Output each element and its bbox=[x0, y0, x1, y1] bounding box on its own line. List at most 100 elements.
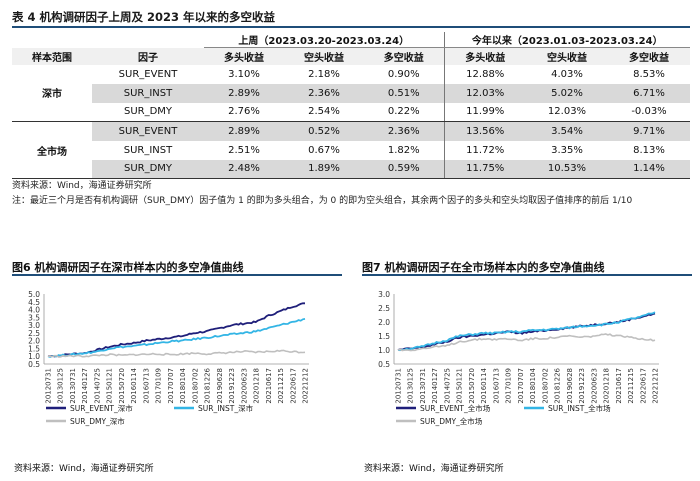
value-cell: 2.89% bbox=[204, 83, 284, 103]
series-line bbox=[48, 349, 306, 358]
table-title: 表 4 机构调研因子上周及 2023 年以来的多空收益 bbox=[12, 6, 690, 28]
returns-table: 上周（2023.03.20-2023.03.24） 今年以来（2023.01.0… bbox=[12, 32, 691, 179]
x-tick-label: 20190628 bbox=[216, 368, 224, 404]
value-cell: 11.72% bbox=[443, 140, 526, 160]
table-footnote: 注：最近三个月是否有机构调研（SUR_DMY）因子值为 1 的即为多头组合，为 … bbox=[12, 196, 633, 206]
figure-7-chart: 3.0 2.5 2.0 1.5 1.0 0.5 20120731 20130125 201307… bbox=[378, 290, 659, 426]
value-cell: 12.88% bbox=[443, 64, 526, 84]
value-cell: 2.48% bbox=[204, 159, 284, 179]
x-tick-label: 20150720 bbox=[118, 368, 126, 404]
factor-cell: SUR_EVENT bbox=[118, 68, 178, 80]
value-cell: 12.03% bbox=[443, 83, 526, 103]
value-cell: 2.51% bbox=[228, 144, 260, 156]
value-cell: 0.59% bbox=[364, 159, 444, 179]
factor-cell: SUR_DMY bbox=[92, 159, 204, 179]
x-tick-label: 20150121 bbox=[106, 368, 114, 404]
x-tick-label: 20170707 bbox=[167, 368, 175, 404]
figure-7-source: 资料来源：Wind，海通证券研究所 bbox=[364, 464, 504, 474]
y-tick-label: 4.5 bbox=[28, 298, 40, 307]
value-cell: 0.52% bbox=[284, 121, 364, 141]
figure-7-title: 图7 机构调研因子在全市场样本内的多空净值曲线 bbox=[362, 258, 692, 276]
x-tick-label: 20210617 bbox=[265, 368, 273, 404]
y-tick-label: 1.5 bbox=[378, 332, 390, 341]
x-tick-label: 20210617 bbox=[615, 368, 623, 404]
value-cell: 2.18% bbox=[308, 68, 340, 80]
legend-label: SUR_EVENT_深市 bbox=[70, 403, 133, 413]
x-tick-label: 20140725 bbox=[93, 368, 101, 404]
value-cell: 3.35% bbox=[551, 144, 583, 156]
value-cell: 9.71% bbox=[608, 121, 691, 141]
value-cell: -0.03% bbox=[608, 102, 691, 122]
value-cell: 3.10% bbox=[228, 68, 260, 80]
x-tick-label: 20190628 bbox=[566, 368, 574, 404]
value-cell: 1.14% bbox=[608, 159, 691, 179]
y-tick-label: 2.5 bbox=[28, 329, 40, 338]
series-line bbox=[47, 318, 306, 358]
y-tick-label: 3.5 bbox=[28, 313, 40, 322]
y-tick-label: 1.5 bbox=[28, 344, 40, 353]
value-cell: 12.03% bbox=[526, 102, 608, 122]
table-row: SUR_DMY 2.48% 1.89% 0.59% 11.75% 10.53% 1.14% bbox=[12, 159, 691, 179]
x-tick-label: 20150720 bbox=[468, 368, 476, 404]
x-tick-label: 20160713 bbox=[142, 368, 150, 404]
x-tick-label: 20140127 bbox=[431, 368, 439, 404]
x-tick-label: 20220617 bbox=[639, 368, 647, 404]
value-cell: 11.99% bbox=[443, 102, 526, 122]
value-cell: 0.51% bbox=[364, 83, 444, 103]
x-tick-label: 20160114 bbox=[130, 367, 138, 403]
period-weekly: 上周（2023.03.20-2023.03.24） bbox=[204, 32, 444, 48]
y-tick-label: 2.0 bbox=[378, 318, 390, 327]
x-tick-label: 20221212 bbox=[302, 368, 310, 404]
column-header: 多头收益 bbox=[204, 47, 284, 65]
legend-label: SUR_EVENT_全市场 bbox=[420, 403, 491, 413]
figure-6: 图6 机构调研因子在深市样本内的多空净值曲线 5.0 4.5 4.0 3.5 3.0 2.… bbox=[12, 258, 342, 478]
x-tick-label: 20130731 bbox=[69, 368, 77, 404]
x-tick-label: 20200623 bbox=[590, 368, 598, 404]
series-line bbox=[397, 333, 656, 352]
x-tick-label: 20211215 bbox=[627, 368, 635, 404]
x-tick-label: 20160114 bbox=[480, 367, 488, 403]
column-header: 空头收益 bbox=[284, 47, 364, 65]
value-cell: 4.03% bbox=[551, 68, 583, 80]
column-header: 空头收益 bbox=[526, 47, 608, 65]
x-tick-label: 20180702 bbox=[541, 368, 549, 404]
y-tick-label: 5.0 bbox=[28, 290, 40, 299]
value-cell: 11.75% bbox=[443, 159, 526, 179]
y-tick-label: 2.0 bbox=[28, 337, 40, 346]
x-tick-label: 20120731 bbox=[395, 368, 403, 404]
value-cell: 1.89% bbox=[284, 159, 364, 179]
legend-label: SUR_INST_全市场 bbox=[548, 403, 611, 413]
value-cell: 2.54% bbox=[284, 102, 364, 122]
x-tick-label: 20130731 bbox=[419, 368, 427, 404]
x-tick-label: 20170707 bbox=[517, 368, 525, 404]
x-tick-label: 20201218 bbox=[603, 368, 611, 404]
table-row: SUR_INST 2.89% 2.36% 0.51% 12.03% 5.02% 6.71% bbox=[12, 83, 691, 103]
factor-cell: SUR_INST bbox=[123, 144, 173, 156]
column-header: 多空收益 bbox=[608, 47, 691, 65]
value-cell: 2.89% bbox=[204, 121, 284, 141]
x-tick-label: 20191223 bbox=[228, 368, 236, 404]
value-cell: 2.76% bbox=[204, 102, 284, 122]
value-cell: 6.71% bbox=[608, 83, 691, 103]
value-cell: 3.54% bbox=[526, 121, 608, 141]
x-tick-label: 20201218 bbox=[253, 368, 261, 404]
y-tick-label: 4.0 bbox=[28, 306, 40, 315]
table-source: 资料来源：Wind，海通证券研究所 bbox=[12, 181, 152, 191]
x-tick-label: 20140127 bbox=[81, 368, 89, 404]
column-header: 因子 bbox=[92, 47, 204, 65]
table-row: SUR_DMY 2.76% 2.54% 0.22% 11.99% 12.03% -0.03% bbox=[12, 102, 691, 122]
x-tick-label: 20220617 bbox=[289, 368, 297, 404]
value-cell: 0.90% bbox=[387, 68, 420, 80]
value-cell: 5.02% bbox=[526, 83, 608, 103]
value-cell: 10.53% bbox=[526, 159, 608, 179]
x-tick-label: 20150121 bbox=[456, 368, 464, 404]
x-tick-label: 20170109 bbox=[505, 368, 513, 404]
x-tick-label: 20180104 bbox=[529, 367, 537, 403]
value-cell: 0.67% bbox=[308, 144, 340, 156]
figure-6-source: 资料来源：Wind，海通证券研究所 bbox=[14, 464, 154, 474]
x-tick-label: 20170109 bbox=[155, 368, 163, 404]
x-tick-label: 20180702 bbox=[191, 368, 199, 404]
value-cell: 2.36% bbox=[364, 121, 444, 141]
value-cell: 8.53% bbox=[633, 68, 665, 80]
x-tick-label: 20140725 bbox=[443, 368, 451, 404]
